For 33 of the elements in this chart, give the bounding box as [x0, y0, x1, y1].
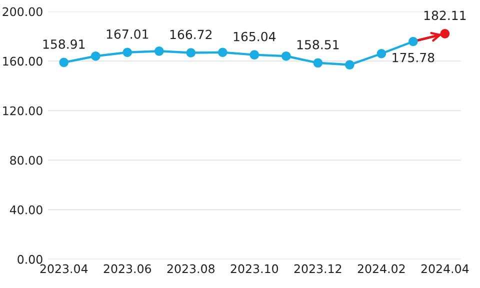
x-tick-label: 2024.02 — [358, 264, 405, 274]
data-label: 166.72 — [170, 30, 212, 40]
point — [313, 58, 323, 68]
x-tick-label: 2023.04 — [40, 264, 88, 274]
data-label: 167.01 — [106, 29, 148, 39]
data-label: 158.51 — [297, 40, 339, 50]
y-tick-label: 160.00 — [3, 56, 42, 66]
point — [440, 29, 450, 38]
point — [345, 60, 354, 70]
x-tick-label: 2023.12 — [294, 264, 342, 274]
data-label: 175.78 — [392, 52, 434, 62]
point — [90, 51, 100, 61]
x-tick-label: 2023.10 — [230, 264, 278, 274]
data-label: 165.04 — [234, 32, 276, 42]
data-label: 182.11 — [424, 10, 466, 20]
y-tick-label: 40.00 — [10, 205, 42, 214]
point — [59, 58, 69, 68]
x-tick-label: 2024.04 — [421, 264, 469, 274]
data-label: 158.91 — [43, 39, 85, 49]
point — [281, 51, 291, 61]
point — [250, 50, 260, 60]
point — [218, 48, 228, 58]
point — [186, 48, 196, 58]
point — [122, 48, 132, 58]
x-tick-label: 2023.08 — [167, 264, 214, 274]
x-tick-label: 2023.06 — [104, 264, 152, 274]
y-tick-label: 80.00 — [10, 156, 42, 165]
point — [376, 48, 386, 58]
y-tick-label: 200.00 — [2, 7, 42, 16]
y-tick-label: 120.00 — [3, 106, 42, 116]
point — [408, 36, 418, 46]
y-tick-label: 0.00 — [18, 254, 42, 264]
point — [154, 46, 164, 56]
